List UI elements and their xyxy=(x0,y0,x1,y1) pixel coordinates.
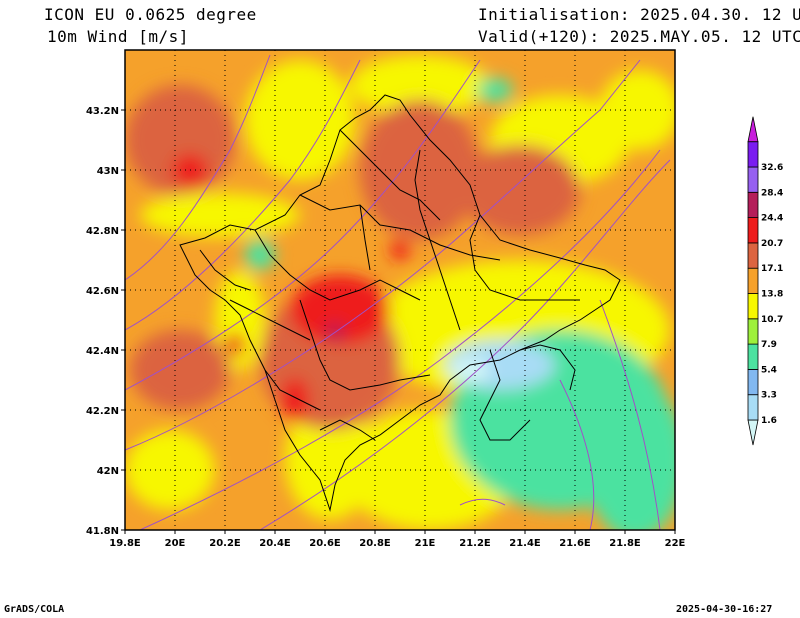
valid-time: Valid(+120): 2025.MAY.05. 12 UTC xyxy=(478,27,800,46)
colorbar-level-label: 17.1 xyxy=(761,264,783,274)
colorbar-level-label: 10.7 xyxy=(761,315,783,325)
colorbar-level-label: 5.4 xyxy=(761,365,777,375)
lon-tick-label: 19.8E xyxy=(109,538,141,549)
colorbar-level-label: 13.8 xyxy=(761,290,783,300)
colorbar-level-label: 20.7 xyxy=(761,239,783,249)
lon-tick-label: 20E xyxy=(165,538,186,549)
admin-boundaries xyxy=(179,94,621,512)
colorbar-segment xyxy=(747,141,759,168)
lon-tick-label: 20.4E xyxy=(259,538,291,549)
lon-tick-label: 22E xyxy=(665,538,686,549)
longitude-axis: 19.8E 20E 20.2E 20.4E 20.6E 20.8E 21E 21.2E 21.4… xyxy=(109,530,686,549)
wind-speed-field xyxy=(125,50,675,530)
colorbar-segment xyxy=(747,293,759,320)
lat-tick-label: 43N xyxy=(97,166,119,177)
colorbar-level-label: 28.4 xyxy=(761,188,783,198)
colorbar-upper-extension xyxy=(747,116,759,143)
lat-tick-label: 42N xyxy=(97,466,119,477)
lon-tick-label: 20.8E xyxy=(359,538,391,549)
lon-tick-label: 20.6E xyxy=(309,538,341,549)
colorbar-segment xyxy=(747,267,759,294)
colorbar-segment xyxy=(747,343,759,370)
latitude-axis: 43.2N 43N 42.8N 42.6N 42.4N 42.2N 42N 41.8N xyxy=(86,106,125,537)
colorbar-level-label: 32.6 xyxy=(761,163,783,173)
lat-tick-label: 42.6N xyxy=(86,286,119,297)
lat-tick-label: 42.4N xyxy=(86,346,119,357)
lat-tick-label: 43.2N xyxy=(86,106,119,117)
colorbar-segment xyxy=(747,394,759,421)
lon-tick-label: 21.4E xyxy=(509,538,541,549)
lon-tick-label: 21.6E xyxy=(559,538,591,549)
colorbar-segment xyxy=(747,217,759,244)
colorbar-segment xyxy=(747,166,759,193)
lon-tick-label: 20.2E xyxy=(209,538,241,549)
lat-tick-label: 42.2N xyxy=(86,406,119,417)
colorbar-segment xyxy=(747,242,759,269)
model-title: ICON EU 0.0625 degree xyxy=(44,5,257,24)
colorbar-legend: 1.6 3.3 5.4 7.9 10.7 13.8 17.1 20.7 24.4 28.4 32.6 xyxy=(747,116,783,446)
init-time: Initialisation: 2025.04.30. 12 UTC xyxy=(478,5,800,24)
variable-title: 10m Wind [m/s] xyxy=(47,27,189,46)
lon-tick-label: 21.8E xyxy=(609,538,641,549)
colorbar-segment xyxy=(747,318,759,345)
colorbar-level-label: 24.4 xyxy=(761,214,783,224)
software-credit: GrADS/COLA xyxy=(4,604,65,615)
colorbar-segment xyxy=(747,368,759,396)
colorbar-lower-extension xyxy=(747,419,759,446)
lat-tick-label: 41.8N xyxy=(86,526,119,537)
lon-tick-label: 21.2E xyxy=(459,538,491,549)
colorbar-segment xyxy=(747,191,759,219)
lon-tick-label: 21E xyxy=(415,538,436,549)
wind-streamlines xyxy=(125,54,671,530)
lat-tick-label: 42.8N xyxy=(86,226,119,237)
colorbar-level-label: 3.3 xyxy=(761,391,777,401)
render-timestamp: 2025-04-30-16:27 xyxy=(676,604,773,615)
colorbar-level-label: 7.9 xyxy=(761,340,777,350)
colorbar-level-label: 1.6 xyxy=(761,416,777,426)
